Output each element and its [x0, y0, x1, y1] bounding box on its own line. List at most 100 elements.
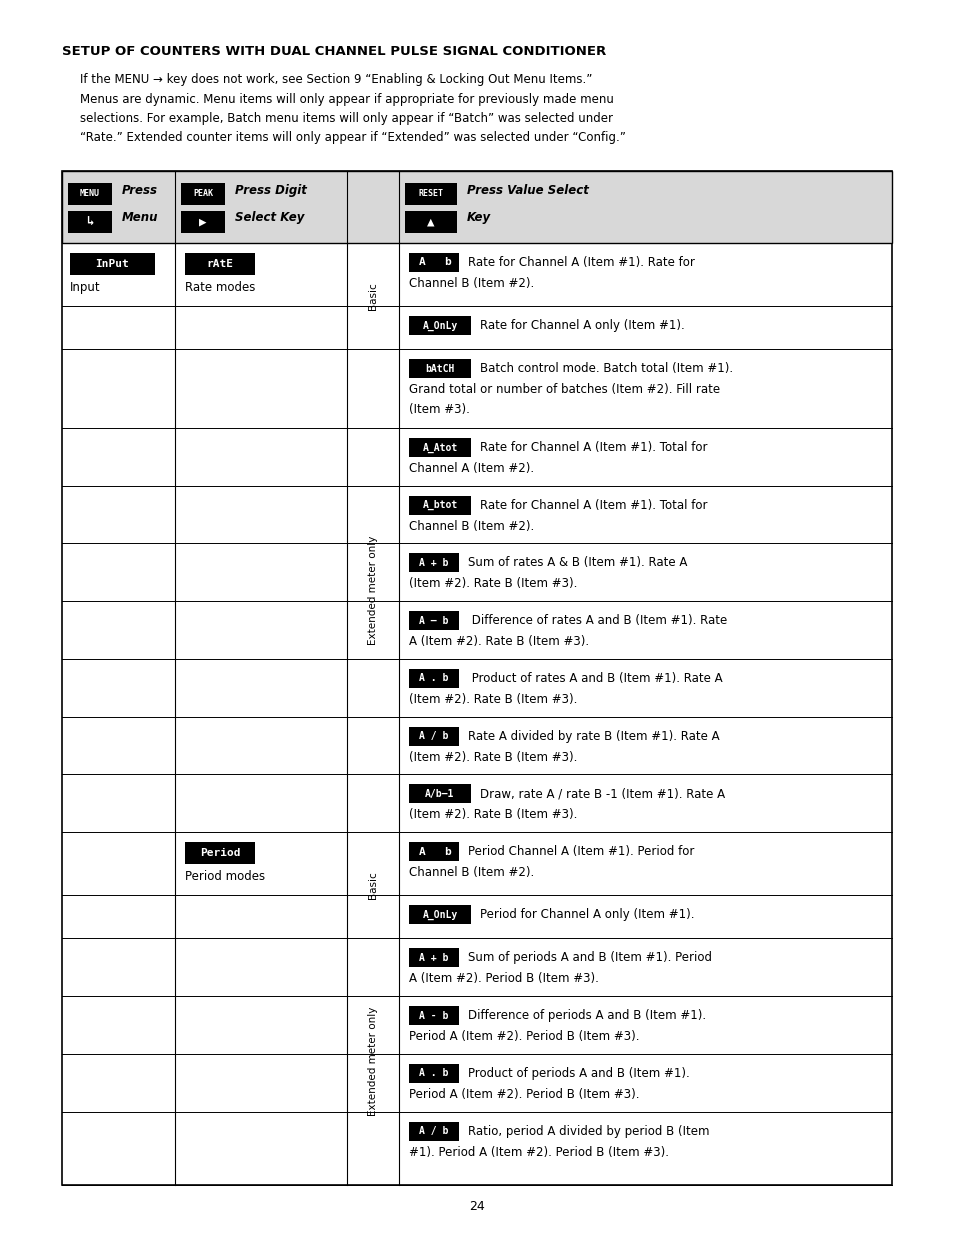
Text: Rate for Channel A (Item #1). Total for: Rate for Channel A (Item #1). Total for: [479, 499, 707, 511]
Text: #1). Period A (Item #2). Period B (Item #3).: #1). Period A (Item #2). Period B (Item …: [409, 1146, 668, 1158]
Text: ▶: ▶: [199, 215, 207, 228]
Bar: [409, 359, 471, 378]
Text: A . b: A . b: [419, 1068, 448, 1078]
Bar: [409, 1063, 458, 1083]
Bar: [409, 253, 458, 272]
Text: Difference of periods A and B (Item #1).: Difference of periods A and B (Item #1).: [468, 1009, 705, 1023]
Text: Rate for Channel A (Item #1). Rate for: Rate for Channel A (Item #1). Rate for: [468, 256, 694, 269]
Bar: [409, 842, 458, 861]
Text: A / b: A / b: [419, 731, 448, 741]
Bar: [409, 948, 458, 967]
Text: (Item #2). Rate B (Item #3).: (Item #2). Rate B (Item #3).: [409, 751, 577, 763]
Text: rAtE: rAtE: [206, 259, 233, 269]
Text: Product of periods A and B (Item #1).: Product of periods A and B (Item #1).: [468, 1067, 689, 1079]
Text: If the MENU → key does not work, see Section 9 “Enabling & Locking Out Menu Item: If the MENU → key does not work, see Sec…: [80, 73, 592, 86]
Text: PEAK: PEAK: [193, 189, 213, 199]
Bar: [181, 211, 225, 233]
Bar: [405, 211, 456, 233]
Text: A: A: [418, 846, 425, 857]
Text: Grand total or number of batches (Item #2). Fill rate: Grand total or number of batches (Item #…: [409, 383, 720, 396]
Text: A . b: A . b: [419, 673, 448, 683]
Text: Draw, rate A / rate B -1 (Item #1). Rate A: Draw, rate A / rate B -1 (Item #1). Rate…: [479, 788, 724, 800]
Text: A (Item #2). Period B (Item #3).: A (Item #2). Period B (Item #3).: [409, 972, 598, 986]
Bar: [70, 253, 154, 275]
Text: Product of rates A and B (Item #1). Rate A: Product of rates A and B (Item #1). Rate…: [468, 672, 721, 685]
Text: A + b: A + b: [419, 558, 448, 568]
Bar: [62, 170, 891, 1186]
Text: Period: Period: [199, 848, 240, 858]
Bar: [409, 495, 471, 515]
Text: (Item #2). Rate B (Item #3).: (Item #2). Rate B (Item #3).: [409, 578, 577, 590]
Text: Rate for Channel A (Item #1). Total for: Rate for Channel A (Item #1). Total for: [479, 441, 707, 454]
Bar: [409, 905, 471, 924]
Text: Sum of rates A & B (Item #1). Rate A: Sum of rates A & B (Item #1). Rate A: [468, 557, 687, 569]
Text: Period for Channel A only (Item #1).: Period for Channel A only (Item #1).: [479, 908, 694, 921]
Text: Channel A (Item #2).: Channel A (Item #2).: [409, 462, 534, 475]
Text: Period A (Item #2). Period B (Item #3).: Period A (Item #2). Period B (Item #3).: [409, 1088, 639, 1100]
Text: MENU: MENU: [80, 189, 100, 199]
Bar: [409, 438, 471, 457]
Text: ↳: ↳: [86, 215, 93, 228]
Bar: [68, 211, 112, 233]
Bar: [409, 253, 458, 272]
Bar: [405, 183, 456, 205]
Text: b: b: [444, 846, 451, 857]
Bar: [409, 726, 458, 746]
Text: Sum of periods A and B (Item #1). Period: Sum of periods A and B (Item #1). Period: [468, 951, 711, 965]
Text: A (Item #2). Rate B (Item #3).: A (Item #2). Rate B (Item #3).: [409, 635, 589, 648]
Text: Period A (Item #2). Period B (Item #3).: Period A (Item #2). Period B (Item #3).: [409, 1030, 639, 1044]
Text: Select Key: Select Key: [234, 211, 304, 225]
Text: A: A: [418, 258, 425, 268]
Text: A_btot: A_btot: [422, 500, 457, 510]
Text: Key: Key: [467, 211, 491, 225]
Text: Period Channel A (Item #1). Period for: Period Channel A (Item #1). Period for: [468, 845, 694, 858]
Text: Menus are dynamic. Menu items will only appear if appropriate for previously mad: Menus are dynamic. Menu items will only …: [80, 93, 613, 105]
Text: Rate A divided by rate B (Item #1). Rate A: Rate A divided by rate B (Item #1). Rate…: [468, 730, 719, 742]
Text: Channel B (Item #2).: Channel B (Item #2).: [409, 277, 534, 290]
Text: A/b–1: A/b–1: [425, 789, 455, 799]
Text: b: b: [444, 258, 451, 268]
Text: 24: 24: [469, 1200, 484, 1214]
Text: Period modes: Period modes: [185, 871, 265, 883]
Text: SETUP OF COUNTERS WITH DUAL CHANNEL PULSE SIGNAL CONDITIONER: SETUP OF COUNTERS WITH DUAL CHANNEL PULS…: [62, 44, 605, 58]
Text: A + b: A + b: [419, 953, 448, 963]
Bar: [68, 183, 112, 205]
Text: Basic: Basic: [368, 872, 377, 899]
Bar: [409, 316, 471, 335]
Bar: [409, 842, 458, 861]
Bar: [409, 1121, 458, 1141]
Text: RESET: RESET: [418, 189, 443, 199]
Text: (Item #3).: (Item #3).: [409, 404, 470, 416]
Text: A – b: A – b: [419, 616, 448, 626]
Bar: [185, 842, 254, 864]
Bar: [409, 784, 471, 803]
Bar: [409, 611, 458, 630]
Text: InPut: InPut: [95, 259, 130, 269]
Text: selections. For example, Batch menu items will only appear if “Batch” was select: selections. For example, Batch menu item…: [80, 112, 613, 125]
Text: Rate modes: Rate modes: [185, 282, 255, 294]
Text: Basic: Basic: [368, 283, 377, 310]
Text: A_OnLy: A_OnLy: [422, 909, 457, 920]
Bar: [409, 1007, 458, 1025]
Text: (Item #2). Rate B (Item #3).: (Item #2). Rate B (Item #3).: [409, 693, 577, 706]
Bar: [185, 253, 254, 275]
Bar: [409, 669, 458, 688]
Bar: [181, 183, 225, 205]
Text: Press Digit: Press Digit: [234, 184, 307, 198]
Text: (Item #2). Rate B (Item #3).: (Item #2). Rate B (Item #3).: [409, 809, 577, 821]
Text: A / b: A / b: [419, 1126, 448, 1136]
Text: “Rate.” Extended counter items will only appear if “Extended” was selected under: “Rate.” Extended counter items will only…: [80, 131, 625, 144]
Text: Press Value Select: Press Value Select: [467, 184, 588, 198]
Text: Rate for Channel A only (Item #1).: Rate for Channel A only (Item #1).: [479, 319, 684, 332]
Text: Menu: Menu: [122, 211, 158, 225]
Text: Difference of rates A and B (Item #1). Rate: Difference of rates A and B (Item #1). R…: [468, 614, 726, 627]
Bar: [409, 553, 458, 573]
Text: Ratio, period A divided by period B (Item: Ratio, period A divided by period B (Ite…: [468, 1125, 709, 1137]
Text: Extended meter only: Extended meter only: [368, 536, 377, 646]
Text: ▲: ▲: [427, 215, 435, 228]
Text: bAtCH: bAtCH: [425, 364, 455, 374]
Text: Batch control mode. Batch total (Item #1).: Batch control mode. Batch total (Item #1…: [479, 362, 732, 375]
Bar: [62, 170, 891, 243]
Text: Channel B (Item #2).: Channel B (Item #2).: [409, 520, 534, 532]
Text: Extended meter only: Extended meter only: [368, 1007, 377, 1116]
